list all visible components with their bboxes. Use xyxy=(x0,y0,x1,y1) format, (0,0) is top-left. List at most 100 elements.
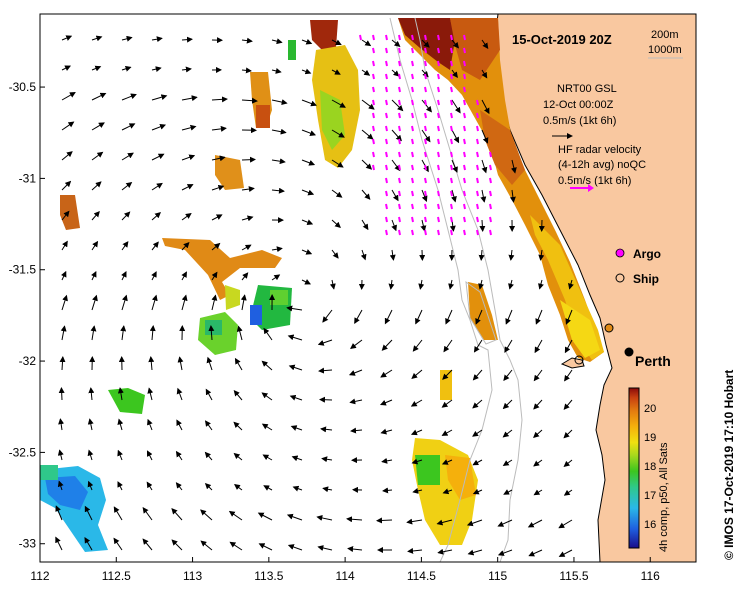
current-arrow xyxy=(61,180,72,191)
rottnest-island xyxy=(560,357,585,369)
radar-arrow xyxy=(398,216,401,223)
current-arrow xyxy=(533,489,543,496)
current-arrow xyxy=(171,539,183,551)
current-arrow xyxy=(322,486,333,493)
radar-arrow xyxy=(424,99,427,106)
current-arrow xyxy=(331,219,341,229)
current-arrow xyxy=(151,94,168,101)
current-arrow xyxy=(420,219,427,232)
radar-arrow xyxy=(385,47,388,54)
current-arrow xyxy=(57,480,64,491)
current-arrow xyxy=(421,69,429,78)
radar-arrow xyxy=(398,164,401,171)
current-arrow xyxy=(113,506,123,521)
radar-arrow xyxy=(476,177,479,184)
x-axis: 112 112.5 113 113.5 114 114.5 115 115.5 116 xyxy=(30,557,660,583)
radar-arrow xyxy=(398,190,401,197)
colorbar-tick: 19 xyxy=(644,432,656,444)
current-arrow xyxy=(563,459,573,467)
current-arrow xyxy=(443,339,453,353)
current-arrow xyxy=(418,279,425,290)
radar-arrow xyxy=(424,203,427,210)
y-tick-label: -30.5 xyxy=(9,80,37,94)
current-arrow xyxy=(61,35,73,41)
current-arrow xyxy=(177,356,184,371)
radar-arrow xyxy=(398,73,401,80)
current-arrow xyxy=(271,99,288,106)
current-arrow xyxy=(55,536,63,551)
radar-arrow xyxy=(476,203,479,210)
current-arrow xyxy=(349,398,363,405)
radar-arrow xyxy=(463,190,466,197)
radar-arrow xyxy=(437,229,440,236)
radar-arrow xyxy=(437,203,440,210)
current-arrow xyxy=(121,271,127,281)
y-tick-label: -31 xyxy=(19,171,37,185)
current-arrow xyxy=(90,325,97,341)
radar-arrow xyxy=(372,112,375,119)
current-arrow xyxy=(478,279,484,290)
current-arrow xyxy=(175,482,183,491)
current-arrow xyxy=(59,356,66,371)
radar-arrow xyxy=(476,164,479,171)
current-arrow xyxy=(87,418,94,431)
radar-arrow xyxy=(398,34,401,41)
current-arrow xyxy=(350,339,363,350)
radar-arrow xyxy=(463,73,466,80)
radar-arrow xyxy=(476,138,479,145)
radar-arrow xyxy=(450,34,453,41)
current-arrow xyxy=(91,270,97,281)
current-arrow xyxy=(271,246,283,253)
radar-arrow xyxy=(424,138,427,145)
current-arrow xyxy=(479,219,486,232)
radar-arrow xyxy=(437,164,440,171)
radar-arrow xyxy=(450,177,453,184)
plot-border xyxy=(39,13,697,563)
radar-arrow xyxy=(463,151,466,158)
current-arrow xyxy=(481,69,488,79)
radar-arrow xyxy=(385,34,388,41)
ship-legend-label: Ship xyxy=(633,272,659,286)
current-arrow xyxy=(61,210,70,221)
x-tick-label: 112 xyxy=(30,569,49,583)
current-arrow xyxy=(391,189,399,202)
hf-radar-scale-head xyxy=(588,184,594,192)
colorbar-caption: 4h comp, p50, All Sats xyxy=(658,442,670,552)
current-arrow xyxy=(502,399,513,410)
current-arrow xyxy=(421,99,432,113)
radar-arrow xyxy=(450,99,453,106)
current-arrow xyxy=(261,360,273,371)
current-arrow xyxy=(211,214,223,221)
radar-arrow xyxy=(476,99,479,106)
ship-marker xyxy=(574,355,584,365)
radar-arrow xyxy=(372,86,375,93)
current-arrow xyxy=(151,153,165,161)
colorbar-tick: 16 xyxy=(644,519,656,531)
current-arrow xyxy=(271,158,286,165)
current-arrow xyxy=(410,399,423,407)
current-arrow xyxy=(380,428,393,435)
current-arrow xyxy=(321,456,333,463)
current-arrow xyxy=(421,129,431,143)
current-arrow xyxy=(290,425,303,431)
current-arrow xyxy=(271,38,283,45)
y-tick-label: -32.5 xyxy=(9,445,37,459)
current-arrow xyxy=(535,309,543,325)
radar-arrow xyxy=(424,190,427,197)
x-tick-label: 116 xyxy=(641,569,660,583)
radar-arrow xyxy=(450,73,453,80)
radar-arrow xyxy=(463,86,466,93)
current-arrow xyxy=(384,309,393,325)
radar-arrow xyxy=(424,177,427,184)
current-arrow xyxy=(481,99,490,115)
radar-arrow xyxy=(385,203,388,210)
current-arrow xyxy=(176,419,183,431)
current-arrow xyxy=(241,156,256,163)
current-arrow xyxy=(241,215,254,222)
argo-marker xyxy=(604,323,614,333)
current-arrow xyxy=(181,154,196,161)
current-arrow xyxy=(181,294,188,311)
current-arrow xyxy=(58,387,65,401)
radar-arrow xyxy=(450,125,453,132)
current-arrow xyxy=(117,481,123,491)
